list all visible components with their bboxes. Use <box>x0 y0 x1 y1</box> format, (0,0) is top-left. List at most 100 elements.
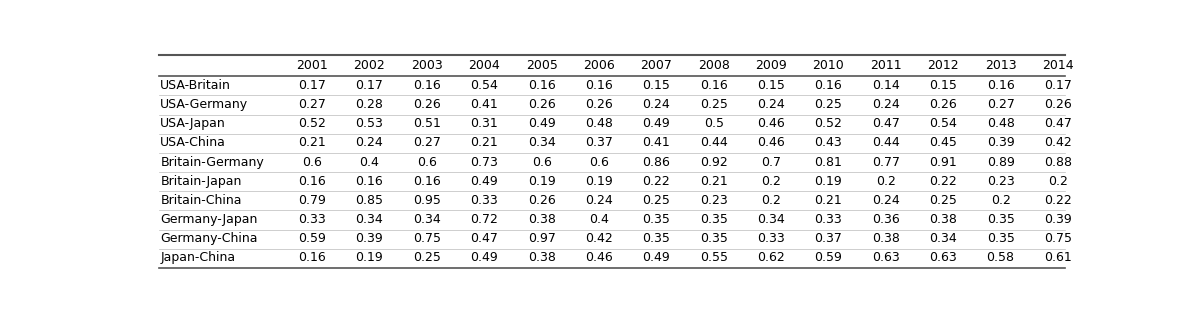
Text: 0.16: 0.16 <box>356 175 383 188</box>
Text: 0.89: 0.89 <box>986 156 1015 169</box>
Text: 0.72: 0.72 <box>470 213 498 226</box>
Text: 0.33: 0.33 <box>470 194 498 207</box>
Text: 0.38: 0.38 <box>929 213 958 226</box>
Text: 2003: 2003 <box>411 59 443 72</box>
Text: 0.16: 0.16 <box>298 175 326 188</box>
Text: 0.27: 0.27 <box>986 98 1015 111</box>
Text: 0.55: 0.55 <box>700 252 727 264</box>
Text: 2007: 2007 <box>640 59 672 72</box>
Text: 0.28: 0.28 <box>356 98 383 111</box>
Text: 0.44: 0.44 <box>700 136 727 149</box>
Text: 0.14: 0.14 <box>872 79 900 92</box>
Text: 0.34: 0.34 <box>929 232 958 245</box>
Text: 0.52: 0.52 <box>814 117 843 130</box>
Text: 0.22: 0.22 <box>642 175 670 188</box>
Text: 0.22: 0.22 <box>929 175 958 188</box>
Text: 0.19: 0.19 <box>528 175 555 188</box>
Text: 0.26: 0.26 <box>1044 98 1072 111</box>
Text: 0.26: 0.26 <box>413 98 441 111</box>
Text: 0.86: 0.86 <box>642 156 670 169</box>
Text: USA-Japan: USA-Japan <box>160 117 226 130</box>
Text: 0.19: 0.19 <box>814 175 842 188</box>
Text: 0.16: 0.16 <box>298 252 326 264</box>
Text: 0.34: 0.34 <box>528 136 555 149</box>
Text: 0.47: 0.47 <box>872 117 900 130</box>
Text: 0.15: 0.15 <box>642 79 670 92</box>
Text: 0.43: 0.43 <box>814 136 842 149</box>
Text: 0.21: 0.21 <box>700 175 727 188</box>
Text: 0.73: 0.73 <box>470 156 498 169</box>
Text: 0.58: 0.58 <box>986 252 1015 264</box>
Text: 0.26: 0.26 <box>528 194 555 207</box>
Text: 0.75: 0.75 <box>413 232 441 245</box>
Text: 0.39: 0.39 <box>356 232 383 245</box>
Text: 0.24: 0.24 <box>872 194 900 207</box>
Text: 0.63: 0.63 <box>872 252 900 264</box>
Text: 0.35: 0.35 <box>700 213 727 226</box>
Text: 0.4: 0.4 <box>589 213 609 226</box>
Text: 0.49: 0.49 <box>470 252 498 264</box>
Text: 0.54: 0.54 <box>929 117 958 130</box>
Text: 0.4: 0.4 <box>359 156 380 169</box>
Text: 0.48: 0.48 <box>986 117 1015 130</box>
Text: 2014: 2014 <box>1042 59 1073 72</box>
Text: 0.63: 0.63 <box>929 252 958 264</box>
Text: 0.31: 0.31 <box>470 117 498 130</box>
Text: 0.16: 0.16 <box>814 79 842 92</box>
Text: 0.21: 0.21 <box>470 136 498 149</box>
Text: USA-Germany: USA-Germany <box>160 98 248 111</box>
Text: 0.21: 0.21 <box>298 136 326 149</box>
Text: 0.26: 0.26 <box>929 98 958 111</box>
Text: 0.42: 0.42 <box>1044 136 1072 149</box>
Text: 0.6: 0.6 <box>302 156 322 169</box>
Text: 0.25: 0.25 <box>413 252 441 264</box>
Text: 0.95: 0.95 <box>413 194 441 207</box>
Text: 0.35: 0.35 <box>700 232 727 245</box>
Text: 0.27: 0.27 <box>413 136 441 149</box>
Text: 0.25: 0.25 <box>642 194 670 207</box>
Text: 0.6: 0.6 <box>589 156 609 169</box>
Text: 2004: 2004 <box>468 59 500 72</box>
Text: 0.85: 0.85 <box>356 194 383 207</box>
Text: 0.33: 0.33 <box>298 213 326 226</box>
Text: 0.2: 0.2 <box>876 175 896 188</box>
Text: 0.22: 0.22 <box>1044 194 1072 207</box>
Text: 0.37: 0.37 <box>814 232 843 245</box>
Text: 0.49: 0.49 <box>528 117 555 130</box>
Text: 0.52: 0.52 <box>298 117 326 130</box>
Text: 0.16: 0.16 <box>413 175 441 188</box>
Text: 0.54: 0.54 <box>470 79 498 92</box>
Text: 0.44: 0.44 <box>872 136 900 149</box>
Text: 0.16: 0.16 <box>585 79 613 92</box>
Text: 0.92: 0.92 <box>700 156 727 169</box>
Text: 0.33: 0.33 <box>814 213 842 226</box>
Text: 0.17: 0.17 <box>298 79 326 92</box>
Text: 0.91: 0.91 <box>929 156 958 169</box>
Text: 0.16: 0.16 <box>986 79 1015 92</box>
Text: 0.35: 0.35 <box>642 232 670 245</box>
Text: 0.23: 0.23 <box>986 175 1015 188</box>
Text: 0.35: 0.35 <box>986 213 1015 226</box>
Text: 2009: 2009 <box>756 59 787 72</box>
Text: 0.59: 0.59 <box>298 232 326 245</box>
Text: 0.38: 0.38 <box>528 252 555 264</box>
Text: 0.24: 0.24 <box>757 98 784 111</box>
Text: 0.2: 0.2 <box>761 194 781 207</box>
Text: Germany-China: Germany-China <box>160 232 258 245</box>
Text: 0.24: 0.24 <box>642 98 670 111</box>
Text: 0.42: 0.42 <box>585 232 613 245</box>
Text: 0.46: 0.46 <box>757 117 784 130</box>
Text: 0.38: 0.38 <box>872 232 900 245</box>
Text: 2006: 2006 <box>583 59 615 72</box>
Text: 0.16: 0.16 <box>413 79 441 92</box>
Text: 0.49: 0.49 <box>642 117 670 130</box>
Text: 0.25: 0.25 <box>814 98 843 111</box>
Text: 0.36: 0.36 <box>872 213 900 226</box>
Text: 0.23: 0.23 <box>700 194 727 207</box>
Text: 0.61: 0.61 <box>1044 252 1072 264</box>
Text: 0.17: 0.17 <box>356 79 383 92</box>
Text: Britain-Japan: Britain-Japan <box>160 175 241 188</box>
Text: 0.81: 0.81 <box>814 156 843 169</box>
Text: 0.59: 0.59 <box>814 252 843 264</box>
Text: 0.17: 0.17 <box>1044 79 1072 92</box>
